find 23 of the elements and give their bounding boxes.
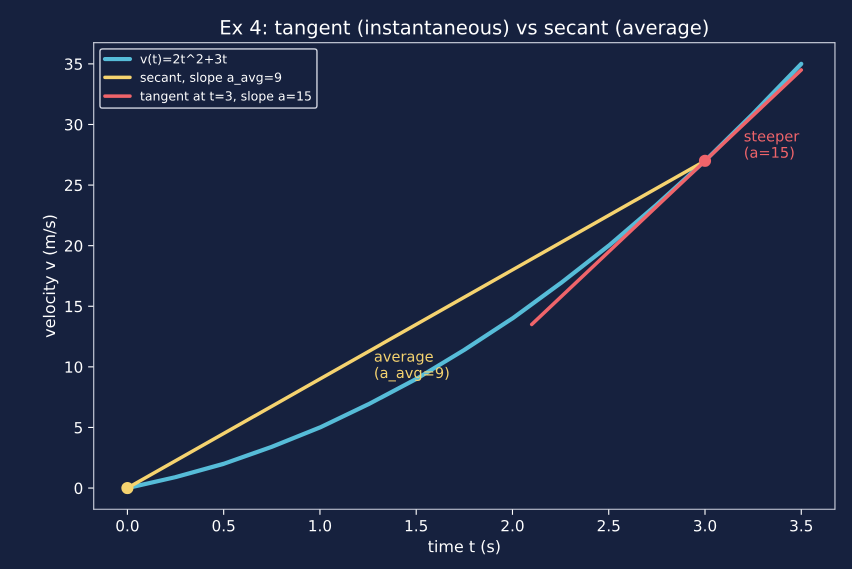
annotation: steeper (a=15) xyxy=(744,131,800,160)
legend-label: secant, slope a_avg=9 xyxy=(140,72,282,85)
x-tick-label: 0.5 xyxy=(212,520,234,532)
legend-label: tangent at t=3, slope a=15 xyxy=(140,90,311,104)
y-tick-label: 30 xyxy=(65,118,82,130)
y-tick-label: 10 xyxy=(66,361,82,373)
x-tick-label: 3.5 xyxy=(790,520,812,532)
x-tick-label: 1.0 xyxy=(309,520,332,532)
y-tick-label: 5 xyxy=(74,422,82,434)
chart-title: Ex 4: tangent (instantaneous) vs secant (average) xyxy=(221,20,708,38)
y-tick-label: 0 xyxy=(74,482,82,494)
x-tick-label: 3.0 xyxy=(694,520,716,532)
x-tick-label: 2.0 xyxy=(501,520,524,532)
legend-label: v(t)=2t^2+3t xyxy=(140,54,227,66)
x-tick-label: 1.5 xyxy=(406,520,428,532)
y-tick-label: 20 xyxy=(64,240,82,252)
x-tick-label: 2.5 xyxy=(598,520,620,532)
y-tick-label: 15 xyxy=(66,300,82,312)
y-tick-label: 25 xyxy=(64,180,82,192)
x-axis-title: time t (s) xyxy=(428,540,500,554)
y-tick-label: 35 xyxy=(65,58,82,70)
y-axis-title: velocity v (m/s) xyxy=(42,215,58,338)
x-tick-label: 0.0 xyxy=(116,520,139,532)
